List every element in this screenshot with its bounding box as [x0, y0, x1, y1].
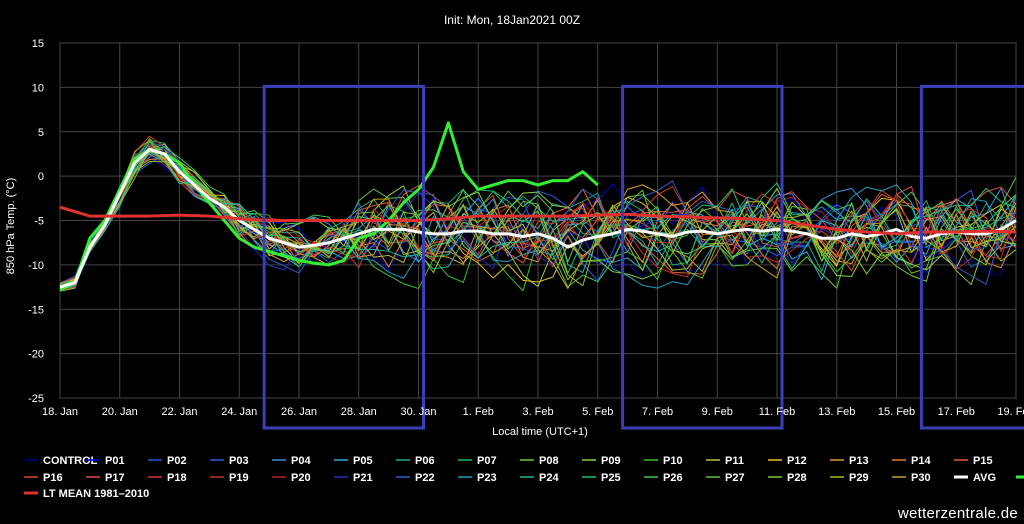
x-tick-label: 22. Jan [161, 406, 197, 418]
series-layer [59, 121, 1017, 292]
y-tick-label: 0 [38, 171, 44, 183]
y-axis-label: 850 hPa Temp. (°C) [5, 178, 17, 275]
legend-item: P06 [415, 455, 435, 467]
legend-item: P02 [167, 455, 187, 467]
x-tick-label: 30. Jan [400, 406, 436, 418]
y-tick-label: -5 [34, 216, 44, 228]
legend-item: P03 [229, 455, 249, 467]
legend-item: P05 [353, 455, 373, 467]
legend-item: P17 [105, 472, 125, 484]
legend-item: P13 [849, 455, 869, 467]
legend-item: CONTROL [43, 455, 98, 467]
legend-item: P21 [353, 472, 373, 484]
legend-item: P26 [663, 472, 683, 484]
x-tick-label: 17. Feb [938, 406, 975, 418]
x-tick-label: 15. Feb [878, 406, 915, 418]
y-tick-label: -10 [28, 260, 44, 272]
highlight-box [621, 84, 784, 430]
legend-item: P08 [539, 455, 559, 467]
series-p27 [59, 151, 1017, 287]
legend-item: P29 [849, 472, 869, 484]
x-tick-label: 18. Jan [42, 406, 78, 418]
legend: CONTROL P01 P02 P03 P04 P05 P06 P07 P08 P09 P10 P11… [24, 455, 1024, 500]
legend-item: P25 [601, 472, 621, 484]
legend-item: P07 [477, 455, 497, 467]
x-axis-label: Local time (UTC+1) [492, 426, 588, 438]
series-p29 [59, 148, 1017, 289]
series-p18 [59, 135, 1017, 285]
series-p26 [59, 146, 1017, 288]
highlight-box [262, 84, 425, 430]
legend-item: P18 [167, 472, 187, 484]
legend-item: P20 [291, 472, 311, 484]
legend-item: P24 [539, 472, 559, 484]
series-avg [59, 148, 1017, 289]
legend-item: P16 [43, 472, 63, 484]
y-axis-ticks: 15 10 5 0 -5 -10 -15 -20 -25 [28, 38, 44, 405]
legend-item: P12 [787, 455, 807, 467]
y-tick-label: -25 [28, 393, 44, 405]
y-tick-label: -15 [28, 304, 44, 316]
x-tick-label: 20. Jan [102, 406, 138, 418]
chart-title: Init: Mon, 18Jan2021 00Z [444, 13, 580, 27]
x-tick-label: 13. Feb [818, 406, 855, 418]
watermark: wetterzentrale.de [897, 505, 1018, 522]
y-tick-label: 5 [38, 127, 44, 139]
legend-item: AVG [973, 472, 996, 484]
x-tick-label: 5. Feb [582, 406, 613, 418]
legend-item: P11 [725, 455, 744, 467]
x-tick-label: 28. Jan [341, 406, 377, 418]
x-tick-label: 11. Feb [759, 406, 796, 418]
x-tick-label: 1. Feb [463, 406, 494, 418]
legend-item: P22 [415, 472, 435, 484]
highlight-boxes [262, 84, 1024, 430]
x-tick-label: 24. Jan [221, 406, 257, 418]
highlight-box [919, 84, 1024, 430]
x-tick-label: 26. Jan [281, 406, 317, 418]
x-tick-label: 19. Feb [997, 406, 1024, 418]
x-tick-label: 7. Feb [642, 406, 673, 418]
legend-item: P04 [291, 455, 311, 467]
series-lt-mean-1981-2010 [59, 205, 1017, 236]
x-tick-label: 9. Feb [702, 406, 733, 418]
y-tick-label: 10 [32, 82, 44, 94]
y-tick-label: 15 [32, 38, 44, 50]
legend-item: LT MEAN 1981–2010 [43, 488, 149, 500]
legend-item: P27 [725, 472, 745, 484]
legend-item: P15 [973, 455, 993, 467]
legend-item: P10 [663, 455, 683, 467]
legend-item: P28 [787, 472, 807, 484]
legend-item: P14 [911, 455, 931, 467]
x-tick-label: 3. Feb [522, 406, 553, 418]
legend-item: P19 [229, 472, 249, 484]
legend-item: P01 [105, 455, 125, 467]
legend-item: P30 [911, 472, 931, 484]
x-axis-ticks: 18. Jan 20. Jan 22. Jan 24. Jan 26. Jan 28. J… [42, 406, 1024, 418]
legend-item: P09 [601, 455, 621, 467]
legend-item: P23 [477, 472, 497, 484]
series-p22 [59, 141, 1017, 290]
y-tick-label: -20 [28, 349, 44, 361]
